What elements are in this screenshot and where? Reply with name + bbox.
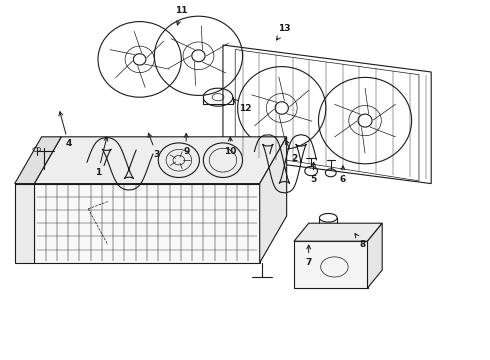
Text: 13: 13 [276,24,291,40]
Text: 7: 7 [305,245,312,267]
Text: 1: 1 [95,137,108,177]
Text: 12: 12 [233,99,251,112]
Text: 9: 9 [183,134,190,156]
Polygon shape [15,137,61,184]
Text: 10: 10 [224,137,237,156]
Polygon shape [15,184,34,263]
Text: 6: 6 [340,166,346,184]
Polygon shape [294,241,368,288]
Polygon shape [260,137,287,263]
Text: 3: 3 [148,133,160,159]
Text: 4: 4 [59,112,72,148]
Text: 11: 11 [175,6,188,25]
Text: 2: 2 [286,140,297,163]
Polygon shape [34,137,287,184]
Text: 8: 8 [355,234,366,249]
Text: 5: 5 [311,162,317,184]
Polygon shape [368,223,382,288]
Polygon shape [34,184,260,263]
Polygon shape [294,223,382,241]
